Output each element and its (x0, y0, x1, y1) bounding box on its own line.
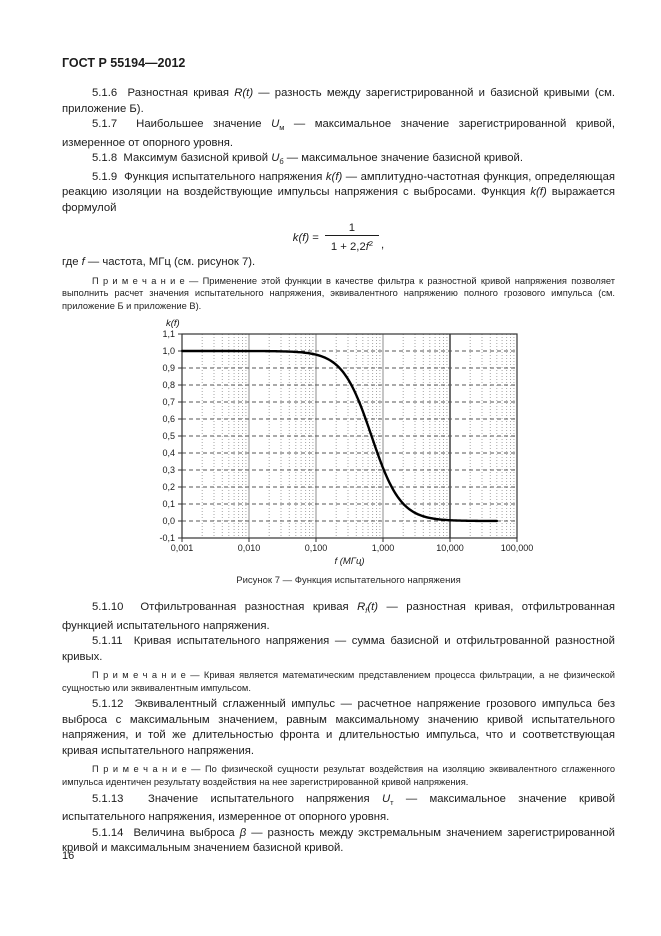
note-after-formula: П р и м е ч а н и е — Применение этой фу… (62, 275, 615, 311)
svg-text:1,1: 1,1 (162, 330, 175, 339)
paragraph-5-1-9: 5.1.9 Функция испытательного напряжения … (62, 170, 615, 214)
paragraph-5-1-13: 5.1.13 Значение испытательного напряжени… (62, 792, 615, 824)
formula-fraction: 1 1 + 2,2f2 (324, 222, 380, 253)
svg-text:0,7: 0,7 (162, 397, 175, 407)
note-5-1-11: П р и м е ч а н и е — Кривая является ма… (62, 670, 615, 693)
formula-numerator: 1 (348, 222, 356, 234)
svg-text:1,000: 1,000 (372, 543, 395, 553)
svg-text:0,9: 0,9 (162, 363, 175, 373)
paragraph-5-1-14: 5.1.14 Величина выброса β — разность меж… (62, 826, 615, 855)
figure7-chart-svg: 1,1 1,0 0,9 0,8 0,7 0,6 0,5 0,4 0,3 0,2 0,1 0,0 -0,1… (159, 330, 534, 566)
formula-trailing-comma: , (381, 239, 385, 251)
svg-text:0,6: 0,6 (162, 414, 175, 424)
figure7-chart: k(f) 1,1 1,0 0,9 0,8 0,7 0,6 0,5 0,4 0,3 0,2 0,1 0,… (62, 318, 615, 586)
svg-text:10,000: 10,000 (436, 543, 464, 553)
svg-text:0,2: 0,2 (162, 482, 175, 492)
paragraph-5-1-12: 5.1.12 Эквивалентный сглаженный импульс … (62, 698, 615, 757)
formula-lhs: k(f) = (292, 231, 319, 244)
formula-denominator: 1 + 2,2f2 (324, 235, 380, 253)
figure-caption: Рисунок 7 — Функция испытательного напря… (236, 575, 461, 587)
svg-text:0,0: 0,0 (162, 516, 175, 526)
formula-where-line: где f — частота, МГц (см. рисунок 7). (62, 256, 256, 268)
svg-text:0,010: 0,010 (238, 543, 261, 553)
svg-text:-0,1: -0,1 (159, 533, 175, 543)
svg-text:100,000: 100,000 (501, 543, 534, 553)
svg-text:0,3: 0,3 (162, 465, 175, 475)
paragraph-5-1-6: 5.1.6 Разностная кривая R(t) — разность … (62, 87, 616, 115)
paragraph-5-1-7: 5.1.7 Наибольшее значение Uм — максималь… (62, 118, 615, 149)
page-header-title: ГОСТ Р 55194—2012 (62, 56, 186, 70)
paragraph-5-1-11: 5.1.11 Кривая испытательного напряжения … (62, 635, 615, 663)
paragraph-5-1-10: 5.1.10 Отфильтрованная разностная кривая… (62, 601, 615, 632)
svg-text:0,8: 0,8 (162, 380, 175, 390)
chart-y-axis-label: k(f) (166, 318, 180, 330)
svg-text:1,0: 1,0 (162, 346, 175, 356)
svg-text:0,4: 0,4 (162, 448, 175, 458)
svg-text:0,1: 0,1 (162, 499, 175, 509)
svg-text:0,001: 0,001 (171, 543, 194, 553)
formula-test-voltage-function: k(f) = 1 1 + 2,2f2 , (62, 222, 615, 253)
svg-text:0,5: 0,5 (162, 431, 175, 441)
paragraph-5-1-8: 5.1.8 Максимум базисной кривой Uб — макс… (92, 152, 524, 166)
note-5-1-12: П р и м е ч а н и е — По физической сущн… (62, 764, 615, 788)
page-number: 16 (62, 850, 75, 862)
svg-text:f (МГц): f (МГц) (334, 556, 364, 566)
svg-text:0,100: 0,100 (305, 543, 328, 553)
